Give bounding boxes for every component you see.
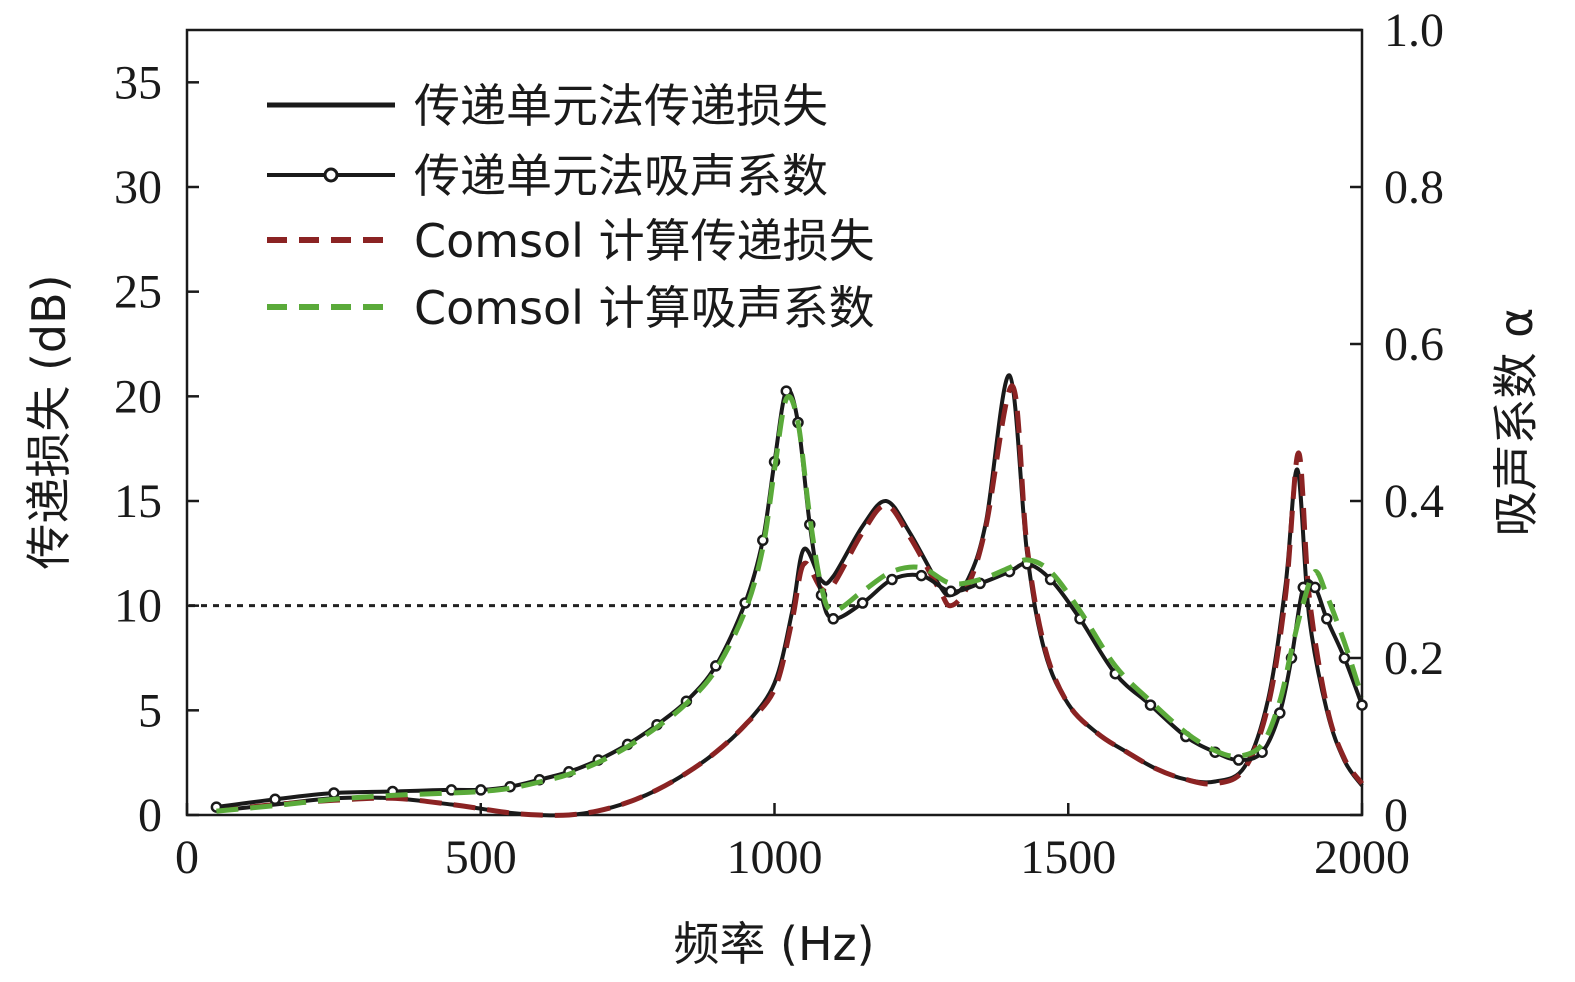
series-marker-alpha-unit bbox=[886, 573, 898, 586]
legend-label-tl-comsol: Comsol 计算传递损失 bbox=[414, 214, 875, 268]
y2-axis-label: 吸声系数 α bbox=[1489, 308, 1543, 537]
y-tick-label: 0 bbox=[138, 789, 162, 842]
legend-label-tl-unit: 传递单元法传递损失 bbox=[414, 79, 828, 133]
series-line-tl-unit bbox=[216, 373, 1364, 818]
series-marker-alpha-unit bbox=[445, 784, 458, 796]
series-layer bbox=[210, 373, 1368, 818]
series-marker-alpha-unit bbox=[1338, 652, 1351, 664]
x-tick-label: 1500 bbox=[1020, 831, 1116, 884]
series-line-alpha-unit bbox=[216, 387, 1364, 810]
series-marker-alpha-unit bbox=[827, 613, 840, 625]
y-tick-label: 15 bbox=[114, 475, 162, 528]
x-tick-label: 1000 bbox=[727, 831, 823, 884]
series-marker-alpha-unit bbox=[856, 597, 869, 609]
x-axis-ticks: 0 500 1000 1500 2000 bbox=[175, 803, 1410, 884]
x-axis-label: 频率 (Hz) bbox=[673, 917, 874, 971]
series-line-tl-comsol bbox=[216, 383, 1365, 818]
series-marker-alpha-unit bbox=[1321, 613, 1333, 625]
y2-tick-label: 0 bbox=[1384, 789, 1408, 842]
y2-tick-label: 0.2 bbox=[1384, 632, 1444, 685]
legend-marker-alpha-unit bbox=[323, 167, 339, 183]
series-marker-alpha-unit bbox=[915, 569, 928, 582]
legend-label-alpha-unit: 传递单元法吸声系数 bbox=[414, 149, 828, 203]
legend: 传递单元法传递损失 传递单元法吸声系数 Comsol 计算传递损失 Comsol… bbox=[267, 79, 875, 335]
y2-tick-label: 1.0 bbox=[1384, 4, 1444, 57]
y2-tick-label: 0.6 bbox=[1384, 318, 1444, 371]
y-axis-label: 传递损失 (dB) bbox=[22, 274, 76, 569]
y-tick-label: 30 bbox=[114, 161, 162, 214]
y2-tick-label: 0.4 bbox=[1384, 475, 1444, 528]
x-tick-label: 2000 bbox=[1314, 831, 1410, 884]
y2-axis-ticks: 0 0.2 0.4 0.6 0.8 1.0 bbox=[1350, 4, 1444, 842]
y-axis-ticks: 0 5 10 15 20 25 30 35 bbox=[114, 56, 199, 842]
series-marker-alpha-unit bbox=[475, 784, 487, 796]
x-tick-label: 500 bbox=[445, 831, 517, 884]
series-marker-alpha-unit bbox=[328, 787, 340, 799]
series-marker-alpha-unit bbox=[945, 585, 957, 598]
series-marker-alpha-unit bbox=[1356, 699, 1368, 711]
y-tick-label: 25 bbox=[114, 266, 162, 319]
y-tick-label: 5 bbox=[138, 684, 162, 737]
legend-label-alpha-comsol: Comsol 计算吸声系数 bbox=[414, 281, 875, 335]
series-marker-alpha-unit bbox=[1232, 754, 1245, 766]
series-line-alpha-comsol bbox=[216, 394, 1365, 814]
plot-frame bbox=[185, 28, 1364, 817]
series-marker-alpha-unit bbox=[1309, 581, 1321, 594]
y-tick-label: 10 bbox=[114, 580, 162, 633]
x-tick-label: 0 bbox=[175, 831, 199, 884]
y-tick-label: 35 bbox=[114, 56, 162, 109]
y-tick-label: 20 bbox=[114, 370, 162, 423]
series-marker-alpha-unit bbox=[1144, 699, 1157, 711]
series-marker-alpha-unit bbox=[269, 793, 281, 806]
y2-tick-label: 0.8 bbox=[1384, 161, 1444, 214]
